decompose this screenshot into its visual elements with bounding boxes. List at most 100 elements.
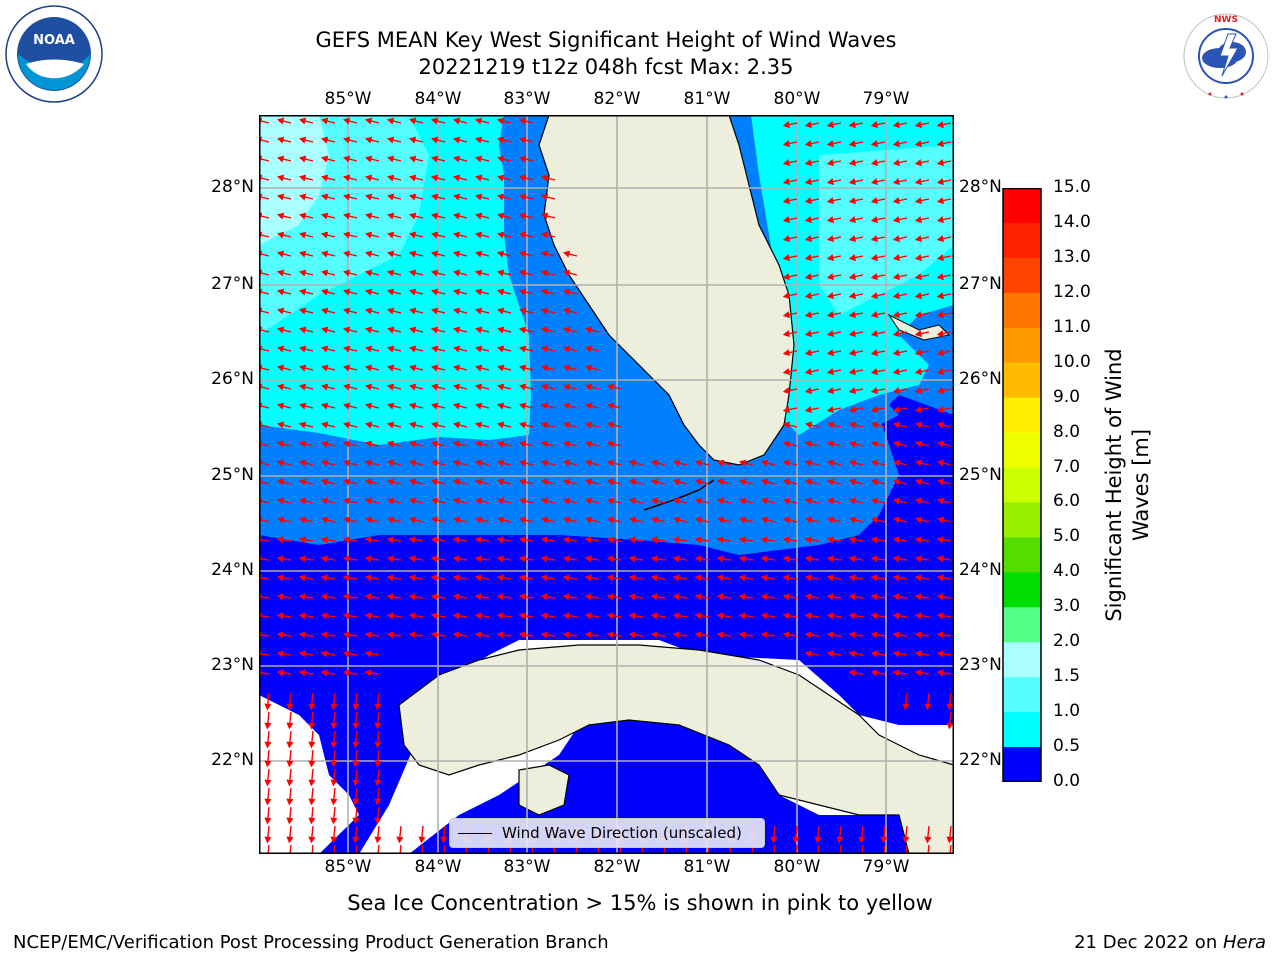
legend-line-swatch (458, 832, 492, 834)
wind-wave-arrowhead (286, 741, 294, 749)
wind-wave-arrowhead (264, 722, 272, 730)
wind-wave-arrowhead (738, 574, 746, 582)
lon-tick-bottom: 85°W (324, 857, 372, 877)
wind-wave-arrowhead (518, 174, 527, 182)
wind-wave-arrowhead (496, 516, 505, 524)
wind-wave-arrowhead (330, 817, 338, 825)
colorbar-tick: 3.0 (1053, 596, 1081, 617)
wind-wave-arrowhead (892, 536, 900, 544)
wind-wave-arrowhead (374, 722, 382, 730)
wind-wave-arrowhead (298, 631, 306, 639)
wind-wave-arrowhead (276, 631, 284, 639)
lat-tick-right: 24°N (959, 560, 1002, 580)
wind-wave-arrowhead (320, 174, 329, 182)
wind-wave-arrowhead (936, 254, 944, 262)
wind-wave-arrow (259, 366, 270, 371)
wind-wave-arrowhead (264, 798, 272, 806)
wind-wave-arrowhead (374, 760, 382, 768)
wind-wave-arrowhead (364, 478, 373, 486)
wind-wave-arrowhead (826, 555, 834, 563)
wind-wave-arrow (259, 309, 270, 314)
wind-wave-arrowhead (936, 216, 944, 224)
wind-wave-arrowhead (936, 368, 944, 376)
wind-wave-arrowhead (408, 631, 416, 639)
wind-wave-arrowhead (474, 383, 483, 391)
wind-wave-arrowhead (396, 836, 404, 844)
wind-wave-arrowhead (782, 387, 790, 395)
wind-wave-arrow (259, 119, 270, 124)
wind-wave-arrowhead (606, 497, 615, 505)
wind-wave-arrowhead (562, 631, 570, 639)
wind-wave-arrowhead (782, 459, 791, 467)
wind-wave-arrowhead (936, 140, 944, 148)
wind-wave-arrowhead (496, 555, 504, 563)
wind-wave-arrowhead (672, 555, 680, 563)
wind-wave-arrowhead (342, 231, 351, 239)
wind-wave-arrowhead (474, 593, 482, 601)
colorbar-segment (1003, 397, 1041, 434)
wind-wave-arrowhead (496, 250, 505, 258)
wind-wave-arrowhead (936, 406, 944, 414)
wind-wave-arrowhead (628, 574, 636, 582)
wind-wave-arrowhead (298, 250, 307, 258)
wind-wave-arrowhead (914, 159, 922, 167)
wind-wave-arrowhead (848, 421, 857, 429)
wind-wave-arrowhead (474, 307, 483, 315)
wind-wave-arrowhead (364, 612, 372, 620)
lat-tick-left: 22°N (211, 750, 254, 770)
wind-wave-arrowhead (342, 421, 351, 429)
wind-wave-arrowhead (760, 555, 768, 563)
wind-wave-arrowhead (408, 383, 417, 391)
colorbar-tick: 12.0 (1053, 281, 1091, 302)
legend-label: Wind Wave Direction (unscaled) (502, 824, 742, 842)
wind-wave-arrowhead (474, 478, 483, 486)
wind-wave-arrowhead (320, 402, 329, 410)
wind-wave-arrowhead (408, 478, 417, 486)
wind-wave-arrowhead (936, 349, 944, 357)
wind-wave-arrowhead (848, 440, 857, 448)
wind-wave-arrowhead (496, 383, 505, 391)
wind-wave-arrowhead (914, 216, 922, 224)
wind-wave-arrowhead (936, 421, 945, 429)
wind-wave-arrowhead (540, 516, 549, 524)
wind-wave-arrowhead (628, 612, 636, 620)
wind-wave-arrowhead (496, 326, 505, 334)
wind-wave-arrowhead (298, 193, 307, 201)
wind-wave-arrowhead (330, 703, 338, 711)
wind-wave-arrowhead (364, 650, 372, 658)
wind-wave-arrowhead (496, 612, 504, 620)
wind-wave-arrowhead (518, 555, 526, 563)
wind-wave-arrowhead (276, 555, 284, 563)
wind-wave-arrowhead (430, 269, 439, 277)
wind-wave-arrowhead (848, 612, 856, 620)
wind-wave-arrowhead (430, 136, 439, 144)
wind-wave-arrowhead (298, 364, 307, 372)
wind-wave-arrowhead (452, 136, 461, 144)
wind-wave-arrowhead (804, 497, 813, 505)
wind-wave-arrowhead (760, 574, 768, 582)
wind-wave-arrowhead (364, 402, 373, 410)
wind-wave-arrowhead (452, 231, 461, 239)
wind-wave-arrowhead (276, 516, 285, 524)
colorbar-tick: 11.0 (1053, 316, 1091, 337)
wind-wave-arrowhead (914, 292, 922, 300)
wind-wave-arrowhead (474, 516, 483, 524)
wind-wave-arrowhead (474, 193, 483, 201)
colorbar-segment (1003, 642, 1041, 678)
wind-wave-arrowhead (320, 555, 328, 563)
wind-wave-arrowhead (870, 387, 878, 395)
wind-wave-arrowhead (936, 612, 944, 620)
wind-wave-arrowhead (562, 402, 571, 410)
wind-wave-arrowhead (320, 231, 329, 239)
wind-wave-arrow (259, 423, 270, 428)
wind-wave-arrowhead (782, 497, 791, 505)
wind-wave-arrowhead (540, 364, 549, 372)
wind-wave-arrowhead (364, 117, 373, 125)
wind-wave-arrowhead (518, 250, 527, 258)
wind-wave-arrowhead (694, 574, 702, 582)
wind-wave-arrowhead (386, 288, 395, 296)
wind-wave-arrowhead (342, 155, 351, 163)
wind-wave-arrowhead (342, 574, 350, 582)
wind-wave-arrowhead (848, 497, 857, 505)
wind-wave-arrowhead (364, 307, 373, 315)
